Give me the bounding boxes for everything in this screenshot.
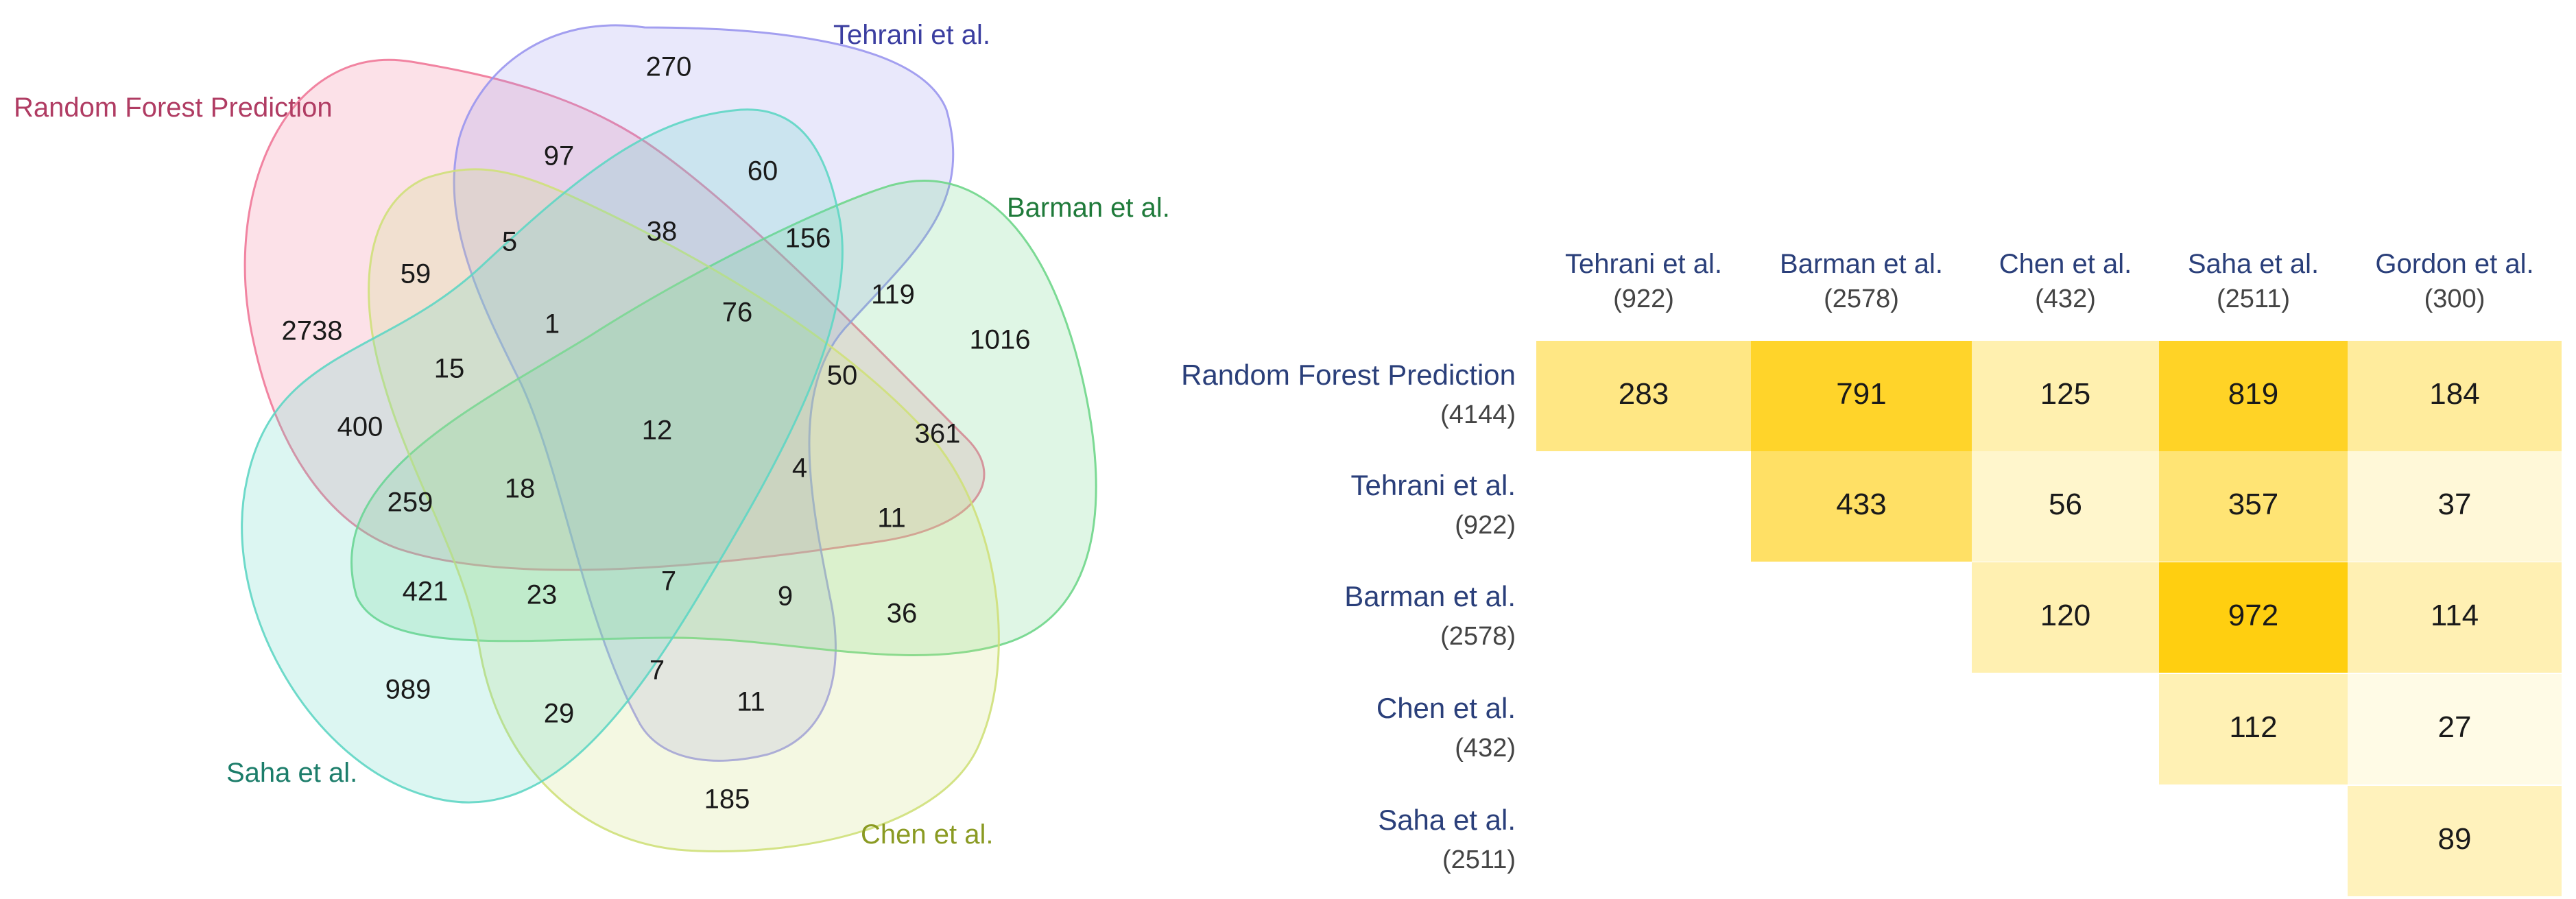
matrix-column-count: (432) bbox=[2035, 285, 2096, 313]
matrix-cell-value: 184 bbox=[2429, 377, 2479, 411]
venn-set-saha bbox=[241, 108, 844, 804]
venn-region-count: 989 bbox=[385, 675, 431, 705]
overlap-matrix: Tehrani et al. (922) Barman et al. (2578) Ch… bbox=[1181, 249, 2562, 896]
matrix-cell-value: 125 bbox=[2040, 377, 2090, 411]
set-label-chen: Chen et al. bbox=[861, 819, 993, 850]
matrix-cell-value: 112 bbox=[2229, 710, 2277, 744]
matrix-column-name: Gordon et al. bbox=[2375, 249, 2533, 279]
matrix-row-name: Tehrani et al. bbox=[1351, 469, 1516, 501]
matrix-column-name: Chen et al. bbox=[1999, 249, 2132, 279]
matrix-column-count: (300) bbox=[2424, 285, 2485, 313]
matrix-row-name: Saha et al. bbox=[1378, 804, 1516, 836]
venn-region-count: 11 bbox=[877, 503, 906, 534]
venn-set-chen bbox=[368, 168, 1000, 852]
venn-region-count: 36 bbox=[887, 599, 918, 629]
matrix-row-count: (2511) bbox=[1442, 846, 1516, 874]
matrix-cell-value: 120 bbox=[2040, 599, 2090, 632]
venn-region-count: 97 bbox=[544, 141, 575, 171]
venn-region-count: 7 bbox=[661, 566, 676, 597]
venn-region-count: 5 bbox=[502, 227, 517, 257]
venn-region-count: 156 bbox=[785, 224, 831, 254]
venn-region-count: 361 bbox=[915, 419, 961, 449]
venn-region-count: 60 bbox=[748, 156, 778, 187]
matrix-cell-value: 114 bbox=[2431, 599, 2479, 632]
matrix-cell bbox=[2159, 674, 2348, 784]
matrix-cell bbox=[2348, 786, 2562, 896]
matrix-cell bbox=[1972, 451, 2159, 562]
matrix-cell bbox=[2348, 341, 2562, 451]
matrix-cell bbox=[1751, 341, 1972, 451]
matrix-row-count: (2578) bbox=[1440, 622, 1516, 651]
matrix-column-name: Tehrani et al. bbox=[1565, 249, 1722, 279]
matrix-row-name: Chen et al. bbox=[1376, 692, 1516, 724]
venn-region-count: 23 bbox=[527, 580, 558, 610]
venn-region-count: 185 bbox=[704, 784, 750, 815]
venn-region-count: 59 bbox=[401, 259, 431, 289]
matrix-row-count: (922) bbox=[1455, 511, 1516, 540]
venn-region-count: 4 bbox=[792, 453, 807, 483]
matrix-cell-value: 27 bbox=[2438, 710, 2472, 744]
set-label-barman: Barman et al. bbox=[1007, 193, 1170, 223]
matrix-cell bbox=[2159, 451, 2348, 562]
venn-region-count: 2738 bbox=[282, 316, 343, 346]
venn-region-count: 9 bbox=[778, 582, 793, 612]
venn-region-count: 76 bbox=[722, 298, 753, 328]
matrix-cell bbox=[2159, 341, 2348, 451]
venn-region-count: 7 bbox=[649, 656, 665, 686]
matrix-row-headers: Random Forest Prediction (4144) Tehrani et… bbox=[1181, 359, 1516, 874]
matrix-row-name: Random Forest Prediction bbox=[1181, 359, 1516, 391]
matrix-cell-value: 56 bbox=[2049, 488, 2082, 521]
venn-region-count: 29 bbox=[544, 699, 575, 729]
venn-region-count: 50 bbox=[827, 361, 858, 391]
matrix-cell-value: 972 bbox=[2228, 599, 2278, 632]
matrix-column-count: (2578) bbox=[1824, 285, 1899, 313]
matrix-row-name: Barman et al. bbox=[1344, 580, 1516, 612]
matrix-column-name: Barman et al. bbox=[1780, 249, 1943, 279]
matrix-cell bbox=[1751, 451, 1972, 562]
matrix-cell-value: 283 bbox=[1619, 377, 1669, 411]
matrix-column-name: Saha et al. bbox=[2188, 249, 2319, 279]
venn-region-count: 15 bbox=[434, 354, 465, 384]
matrix-column-count: (922) bbox=[1613, 285, 1674, 313]
matrix-cells: 283 791 125 819 184 433 56 357 37 120 972 114 112 27 8… bbox=[1536, 341, 2562, 896]
matrix-cell bbox=[2348, 451, 2562, 562]
matrix-cell bbox=[2348, 562, 2562, 673]
venn-region-count: 259 bbox=[387, 488, 433, 518]
matrix-cell-value: 791 bbox=[1836, 377, 1886, 411]
set-label-tehrani: Tehrani et al. bbox=[833, 20, 990, 50]
matrix-cell-value: 37 bbox=[2438, 488, 2472, 521]
venn-set-random-forest bbox=[243, 58, 986, 571]
matrix-cell bbox=[1972, 562, 2159, 673]
venn-region-count: 1 bbox=[545, 309, 560, 339]
matrix-cell bbox=[2348, 674, 2562, 784]
venn-set-labels: Random Forest Prediction Tehrani et al. Ba… bbox=[14, 20, 1170, 850]
venn-set-shapes bbox=[241, 24, 1097, 852]
matrix-row-count: (4144) bbox=[1440, 400, 1516, 429]
matrix-cell bbox=[1536, 341, 1751, 451]
venn-region-count: 421 bbox=[403, 577, 449, 607]
venn-region-count: 12 bbox=[642, 416, 673, 446]
matrix-column-headers: Tehrani et al. (922) Barman et al. (2578) Ch… bbox=[1565, 249, 2534, 313]
venn-region-count: 270 bbox=[646, 52, 692, 82]
venn-region-count: 38 bbox=[647, 217, 678, 247]
venn-region-count: 1016 bbox=[970, 325, 1031, 355]
venn-region-count: 18 bbox=[505, 474, 536, 504]
set-label-saha: Saha et al. bbox=[226, 758, 357, 788]
set-label-random-forest: Random Forest Prediction bbox=[14, 93, 333, 123]
matrix-cell bbox=[2159, 562, 2348, 673]
matrix-cell bbox=[1972, 341, 2159, 451]
venn-region-count: 400 bbox=[337, 412, 383, 442]
matrix-cell-value: 819 bbox=[2228, 377, 2278, 411]
matrix-row-count: (432) bbox=[1455, 734, 1516, 763]
matrix-cell-value: 357 bbox=[2228, 488, 2278, 521]
matrix-column-count: (2511) bbox=[2217, 285, 2290, 313]
venn-diagram: Random Forest Prediction Tehrani et al. Ba… bbox=[14, 20, 1170, 852]
venn-region-count: 119 bbox=[871, 280, 915, 310]
matrix-cell-value: 433 bbox=[1836, 488, 1886, 521]
venn-region-count: 11 bbox=[737, 687, 765, 717]
matrix-cell-value: 89 bbox=[2438, 822, 2472, 856]
